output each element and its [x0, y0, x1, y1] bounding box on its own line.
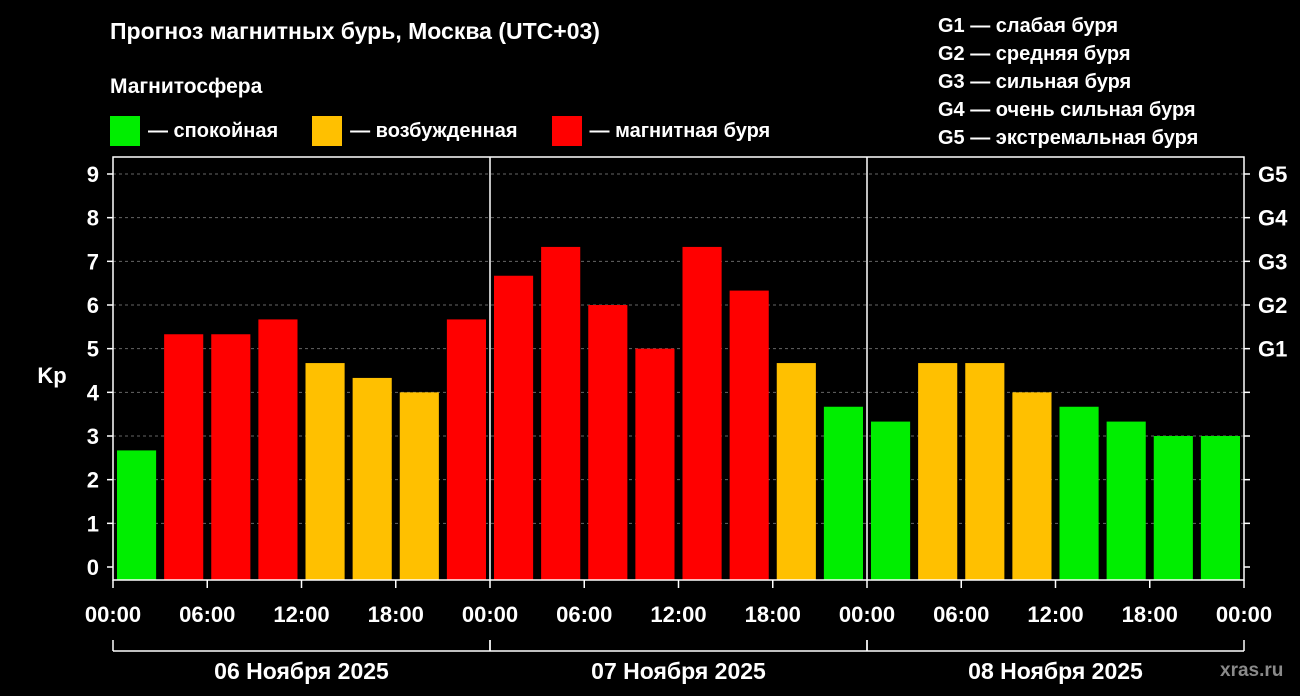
- kp-bar: [635, 348, 675, 580]
- x-tick-label: 00:00: [85, 602, 141, 627]
- legend-label-storm: — магнитная буря: [589, 119, 771, 142]
- storm-level-tick-label: G5: [1258, 162, 1287, 187]
- kp-bar: [729, 290, 769, 580]
- kp-bar: [352, 377, 392, 580]
- kp-bar: [164, 334, 204, 580]
- x-tick-label: 06:00: [933, 602, 989, 627]
- kp-bar: [1200, 436, 1240, 580]
- legend-swatch-storm: [551, 116, 582, 146]
- legend-item-excited: — возбужденная: [312, 116, 518, 146]
- kp-bar: [682, 246, 722, 580]
- kp-bar: [446, 319, 486, 580]
- x-tick-label: 00:00: [839, 602, 895, 627]
- legend-label-excited: — возбужденная: [350, 119, 518, 142]
- legend-item-storm: — магнитная буря: [551, 116, 771, 146]
- x-tick-label: 18:00: [368, 602, 424, 627]
- x-tick-label: 18:00: [745, 602, 801, 627]
- y-tick-label: 5: [87, 337, 99, 362]
- legend-item-calm: — спокойная: [110, 116, 278, 146]
- y-tick-label: 1: [87, 511, 99, 536]
- storm-level-g5: G5 — экстремальная буря: [938, 127, 1199, 149]
- day-label: 08 Ноября 2025: [968, 658, 1143, 684]
- storm-level-tick-label: G3: [1258, 249, 1287, 274]
- bar-layer: [117, 246, 1240, 580]
- kp-bar: [776, 363, 816, 580]
- y-tick-label: 7: [87, 249, 99, 274]
- legend-swatch-calm: [110, 116, 140, 146]
- x-tick-label: 00:00: [462, 602, 518, 627]
- y-tick-label: 8: [87, 206, 99, 231]
- storm-level-tick-label: G4: [1258, 206, 1288, 231]
- kp-bar: [258, 319, 298, 580]
- magnetosphere-label: Магнитосфера: [110, 75, 263, 98]
- y-tick-label: 6: [87, 293, 99, 318]
- x-tick-label: 18:00: [1122, 602, 1178, 627]
- kp-bar: [918, 363, 958, 580]
- storm-level-g2: G2 — средняя буря: [938, 43, 1131, 65]
- x-tick-label: 12:00: [650, 602, 706, 627]
- y-tick-label: 2: [87, 468, 99, 493]
- chart-title: Прогноз магнитных бурь, Москва (UTC+03): [110, 18, 600, 44]
- magnetosphere-legend: — спокойная — возбужденная — магнитная б…: [110, 115, 804, 147]
- kp-bar: [541, 246, 581, 580]
- day-label: 07 Ноября 2025: [591, 658, 766, 684]
- axis-layer: 0 1 2 3 4 5 6 7 8 9 G1 G2 G3 G4 G5 00:00 06:00 12:00 18:00…: [85, 156, 1288, 684]
- kp-bar: [211, 334, 251, 580]
- legend-label-calm: — спокойная: [148, 119, 279, 142]
- storm-level-legend: G1 — слабая буря G2 — средняя буря G3 — …: [938, 12, 1198, 152]
- storm-level-g3: G3 — сильная буря: [938, 71, 1132, 93]
- y-tick-label: 0: [87, 555, 99, 580]
- kp-bar: [494, 275, 534, 580]
- x-tick-label: 12:00: [1027, 602, 1083, 627]
- day-label: 06 Ноября 2025: [214, 658, 389, 684]
- storm-level-tick-label: G2: [1258, 293, 1287, 318]
- kp-bar: [1153, 436, 1193, 580]
- kp-bar: [399, 392, 439, 580]
- kp-bar: [1106, 421, 1146, 580]
- y-tick-label: 3: [87, 424, 99, 449]
- legend-swatch-excited: [312, 116, 343, 146]
- kp-bar: [117, 450, 157, 580]
- storm-level-g4: G4 — очень сильная буря: [938, 99, 1196, 121]
- kp-bar: [588, 305, 628, 580]
- storm-level-tick-label: G1: [1258, 337, 1287, 362]
- kp-bar: [823, 406, 863, 580]
- grid-layer: [113, 173, 1244, 524]
- x-tick-label: 00:00: [1216, 602, 1272, 627]
- kp-bar: [871, 421, 911, 580]
- y-axis-label: Kp: [37, 363, 66, 388]
- y-tick-label: 4: [87, 380, 100, 405]
- kp-bar: [965, 363, 1005, 580]
- x-tick-label: 06:00: [179, 602, 235, 627]
- kp-bar: [1059, 406, 1099, 580]
- y-tick-label: 9: [87, 162, 99, 187]
- x-tick-label: 06:00: [556, 602, 612, 627]
- kp-bar: [1012, 392, 1052, 580]
- storm-level-g1: G1 — слабая буря: [938, 15, 1119, 37]
- kp-bar: [305, 363, 345, 580]
- watermark: xras.ru: [1220, 660, 1284, 681]
- x-tick-label: 12:00: [273, 602, 329, 627]
